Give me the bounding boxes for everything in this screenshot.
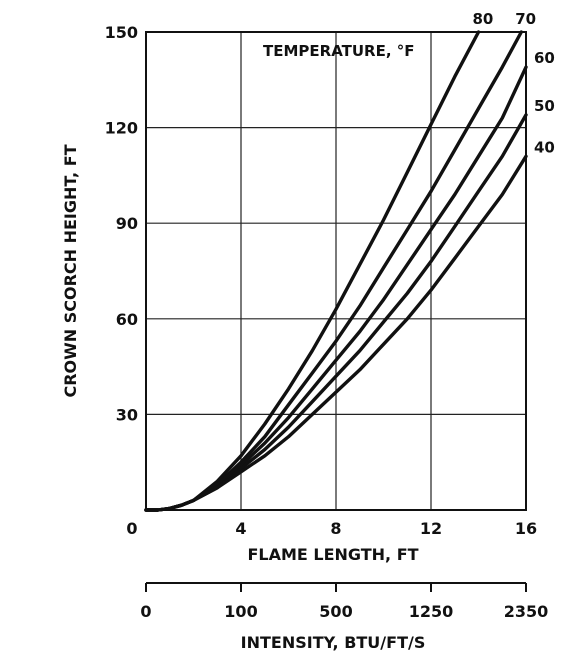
legend-title: TEMPERATURE, °F	[263, 42, 415, 60]
grid-lines	[146, 32, 526, 510]
intensity-tick-label: 0	[140, 602, 151, 621]
x-tick-label: 0	[126, 519, 137, 538]
intensity-tick-label: 500	[319, 602, 352, 621]
series-label-60: 60	[534, 49, 555, 67]
x-tick-label: 4	[235, 519, 246, 538]
plot-frame	[145, 31, 527, 511]
series-line-40	[144, 154, 528, 512]
y-tick-labels: 30 60 90 120 150	[105, 23, 138, 424]
series-lines	[144, 30, 528, 512]
x-tick-label: 8	[330, 519, 341, 538]
series-labels: 80 70 60 50 40	[473, 10, 555, 156]
y-tick-label: 30	[116, 405, 138, 424]
x-tick-label: 12	[420, 519, 442, 538]
x-axis-label: FLAME LENGTH, FT	[247, 545, 418, 564]
intensity-tick-label: 2350	[504, 602, 549, 621]
series-label-80: 80	[473, 10, 494, 28]
intensity-tick-label: 100	[224, 602, 257, 621]
y-tick-label: 120	[105, 119, 138, 138]
series-label-40: 40	[534, 138, 555, 156]
y-tick-label: 60	[116, 310, 138, 329]
y-tick-label: 150	[105, 23, 138, 42]
series-label-70: 70	[515, 10, 536, 28]
x-tick-labels: 0 4 8 12 16	[126, 519, 537, 538]
intensity-axis: 0 100 500 1250 2350	[140, 582, 549, 621]
intensity-tick-label: 1250	[409, 602, 454, 621]
intensity-axis-label: INTENSITY, BTU/FT/S	[241, 633, 426, 652]
y-tick-label: 90	[116, 214, 138, 233]
series-line-70	[144, 30, 523, 512]
series-line-80	[144, 30, 481, 512]
x-tick-label: 16	[515, 519, 537, 538]
y-axis-label: CROWN SCORCH HEIGHT, FT	[61, 144, 80, 397]
series-label-50: 50	[534, 97, 555, 115]
